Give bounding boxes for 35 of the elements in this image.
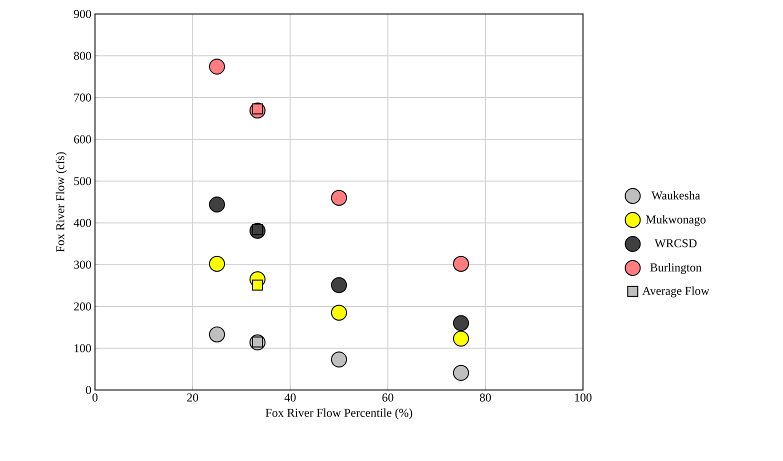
y-tick-label: 900	[74, 10, 92, 18]
point	[331, 304, 348, 321]
y-tick-label: 200	[74, 302, 92, 310]
x-tick-label: 20	[187, 394, 198, 402]
x-tick-label: 40	[284, 394, 296, 402]
legend-label: Waukesha	[651, 191, 700, 200]
point	[331, 190, 348, 206]
point	[331, 277, 348, 294]
x-tick-label: 60	[382, 394, 394, 402]
point	[453, 256, 470, 272]
x-tick-label: 0	[92, 394, 98, 402]
legend-label: Burlington	[650, 263, 702, 274]
legend-label: Average Flow	[642, 286, 710, 298]
point	[453, 364, 470, 381]
y-tick-label: 300	[74, 260, 92, 269]
y-tick-label: 700	[74, 94, 92, 102]
point	[453, 315, 470, 332]
point	[209, 326, 225, 342]
y-tick-label: 400	[74, 218, 92, 227]
y-tick-label: 800	[74, 52, 92, 60]
y-tick-label: 0	[86, 386, 92, 394]
point	[453, 330, 470, 347]
legend-label: Mukwonago	[646, 215, 706, 226]
point	[331, 352, 348, 368]
y-axis-title: Fox River Flow (cfs)	[56, 152, 67, 252]
point	[209, 58, 225, 75]
x-axis-title: Fox River Flow Percentile (%)	[266, 408, 412, 420]
y-tick-label: 600	[74, 135, 92, 144]
point	[209, 256, 225, 272]
y-tick-label: 100	[74, 344, 92, 352]
x-tick-label: 80	[480, 394, 491, 402]
y-tick-label: 500	[74, 177, 92, 186]
point	[209, 196, 225, 213]
legend-label: WRCSD	[654, 239, 697, 248]
x-tick-label: 100	[575, 394, 592, 402]
